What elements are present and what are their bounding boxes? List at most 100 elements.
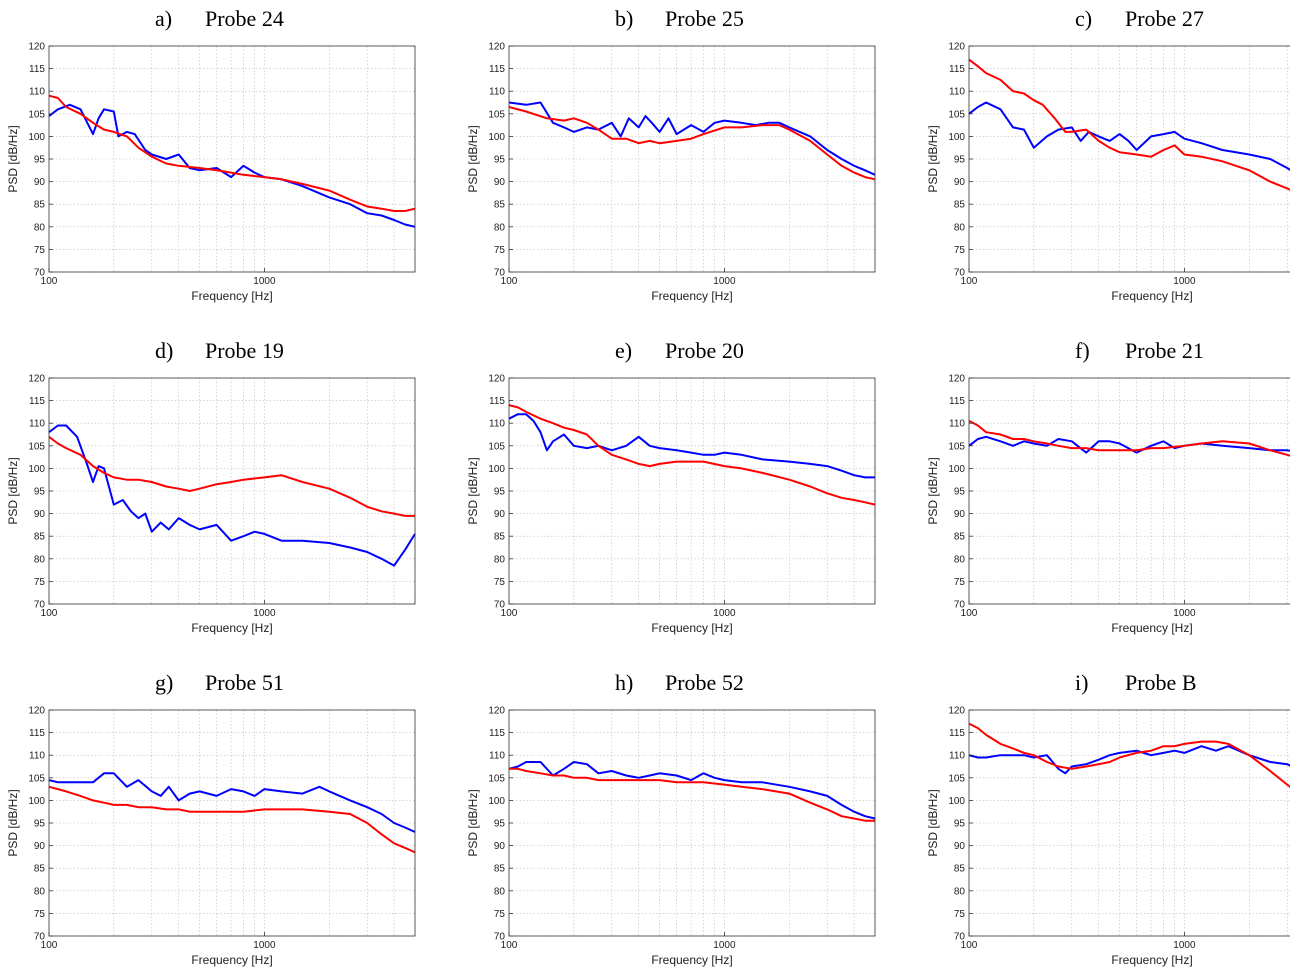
y-tick-label: 80 <box>34 222 46 233</box>
y-tick-label: 90 <box>954 177 966 188</box>
y-tick-label: 100 <box>488 464 505 475</box>
y-tick-label: 105 <box>28 109 45 120</box>
y-tick-label: 70 <box>494 268 506 279</box>
y-tick-label: 120 <box>28 706 45 717</box>
psd-plot: 70 75 80 85 90 95 100 105 110 115 120 100 1000 Freque… <box>466 374 876 635</box>
y-tick-label: 90 <box>34 509 46 520</box>
y-tick-label: 70 <box>954 932 966 943</box>
y-tick-label: 70 <box>34 268 46 279</box>
series-line-red <box>48 785 416 854</box>
x-tick-label: 1000 <box>253 940 276 951</box>
y-tick-label: 105 <box>948 773 965 784</box>
series-line-red <box>968 420 1290 457</box>
y-axis-label: PSD [dB/Hz] <box>6 789 20 856</box>
psd-plot: 70 75 80 85 90 95 100 105 110 115 120 100 1000 Freque… <box>6 374 416 635</box>
y-axis-label: PSD [dB/Hz] <box>466 457 480 524</box>
y-axis-label: PSD [dB/Hz] <box>6 457 20 524</box>
chart-title: Probe 52 <box>665 670 744 695</box>
y-tick-label: 115 <box>29 728 45 739</box>
panel-letter: c) <box>1075 6 1093 31</box>
y-tick-label: 105 <box>488 773 505 784</box>
plot-area <box>969 378 1290 604</box>
x-axis-label: Frequency [Hz] <box>1111 953 1192 967</box>
x-tick-label: 1000 <box>1173 276 1196 287</box>
y-tick-label: 75 <box>954 577 966 588</box>
y-tick-label: 75 <box>954 245 966 256</box>
x-axis-label: Frequency [Hz] <box>1111 289 1192 303</box>
y-tick-label: 80 <box>494 886 506 897</box>
chart-title: Probe 21 <box>1125 338 1204 363</box>
series-line-red <box>509 767 875 822</box>
psd-plot: 70 75 80 85 90 95 100 105 110 115 120 100 1000 Freque… <box>6 706 416 967</box>
y-tick-label: 120 <box>948 374 965 385</box>
psd-plot: 70 75 80 85 90 95 100 105 110 115 120 100 1000 Freque… <box>466 42 876 303</box>
y-tick-label: 70 <box>494 932 506 943</box>
panel-letter: e) <box>615 338 633 363</box>
x-tick-label: 1000 <box>713 276 736 287</box>
y-tick-label: 95 <box>494 155 506 166</box>
y-tick-label: 75 <box>34 245 46 256</box>
series-line-red <box>48 436 415 517</box>
x-axis-label: Frequency [Hz] <box>651 289 732 303</box>
y-tick-label: 110 <box>29 87 45 98</box>
y-tick-label: 120 <box>28 374 45 385</box>
y-tick-label: 90 <box>494 509 506 520</box>
y-tick-label: 75 <box>494 245 506 256</box>
y-tick-label: 120 <box>488 42 505 53</box>
series-line-blue <box>968 101 1290 171</box>
series-line-red <box>968 722 1290 789</box>
y-tick-label: 90 <box>954 841 966 852</box>
panel-title: b) Probe 25 <box>465 2 885 34</box>
panel-title: g) Probe 51 <box>5 666 425 698</box>
x-tick-label: 1000 <box>1173 608 1196 619</box>
y-tick-label: 90 <box>34 177 46 188</box>
y-tick-label: 95 <box>494 487 506 498</box>
x-axis-label: Frequency [Hz] <box>191 621 272 635</box>
series-line-blue <box>968 435 1290 454</box>
x-axis-label: Frequency [Hz] <box>651 953 732 967</box>
y-tick-label: 90 <box>494 841 506 852</box>
y-tick-label: 75 <box>34 909 46 920</box>
y-tick-label: 85 <box>954 532 966 543</box>
x-tick-label: 100 <box>961 608 978 619</box>
y-tick-label: 110 <box>489 751 505 762</box>
y-tick-label: 100 <box>948 132 965 143</box>
y-tick-label: 110 <box>29 751 45 762</box>
y-tick-label: 85 <box>494 532 506 543</box>
psd-plot: 70 75 80 85 90 95 100 105 110 115 120 100 1000 Freque… <box>926 374 1290 635</box>
y-axis-label: PSD [dB/Hz] <box>6 125 20 192</box>
y-tick-label: 95 <box>34 155 46 166</box>
y-tick-label: 105 <box>948 441 965 452</box>
panel-letter: f) <box>1075 338 1090 363</box>
chart-title: Probe B <box>1125 670 1197 695</box>
x-tick-label: 1000 <box>253 276 276 287</box>
y-tick-label: 100 <box>488 132 505 143</box>
x-tick-label: 100 <box>41 276 58 287</box>
y-tick-label: 100 <box>948 464 965 475</box>
chart-title: Probe 20 <box>665 338 744 363</box>
chart-panel: f) Probe 21 70 75 80 85 90 95 100 105 110 115 120 100… <box>925 334 1290 646</box>
y-tick-label: 110 <box>949 87 965 98</box>
x-tick-label: 100 <box>501 940 518 951</box>
y-tick-label: 95 <box>954 155 966 166</box>
y-axis-label: PSD [dB/Hz] <box>926 457 940 524</box>
y-tick-label: 85 <box>34 864 46 875</box>
chart-panel: b) Probe 25 70 75 80 85 90 95 100 105 110 115 120 100… <box>465 2 885 314</box>
y-tick-label: 85 <box>34 532 46 543</box>
panel-title: d) Probe 19 <box>5 334 425 366</box>
x-tick-label: 100 <box>961 940 978 951</box>
plot-area <box>969 46 1290 272</box>
y-tick-label: 105 <box>948 109 965 120</box>
chart-title: Probe 25 <box>665 6 744 31</box>
chart-title: Probe 51 <box>205 670 284 695</box>
y-tick-label: 100 <box>948 796 965 807</box>
panel-letter: i) <box>1075 670 1089 695</box>
panel-letter: b) <box>615 6 634 31</box>
chart-title: Probe 19 <box>205 338 284 363</box>
x-tick-label: 100 <box>41 608 58 619</box>
y-tick-label: 95 <box>954 819 966 830</box>
psd-plot: 70 75 80 85 90 95 100 105 110 115 120 100 1000 Freque… <box>466 706 876 967</box>
y-tick-label: 95 <box>34 487 46 498</box>
x-tick-label: 100 <box>41 940 58 951</box>
